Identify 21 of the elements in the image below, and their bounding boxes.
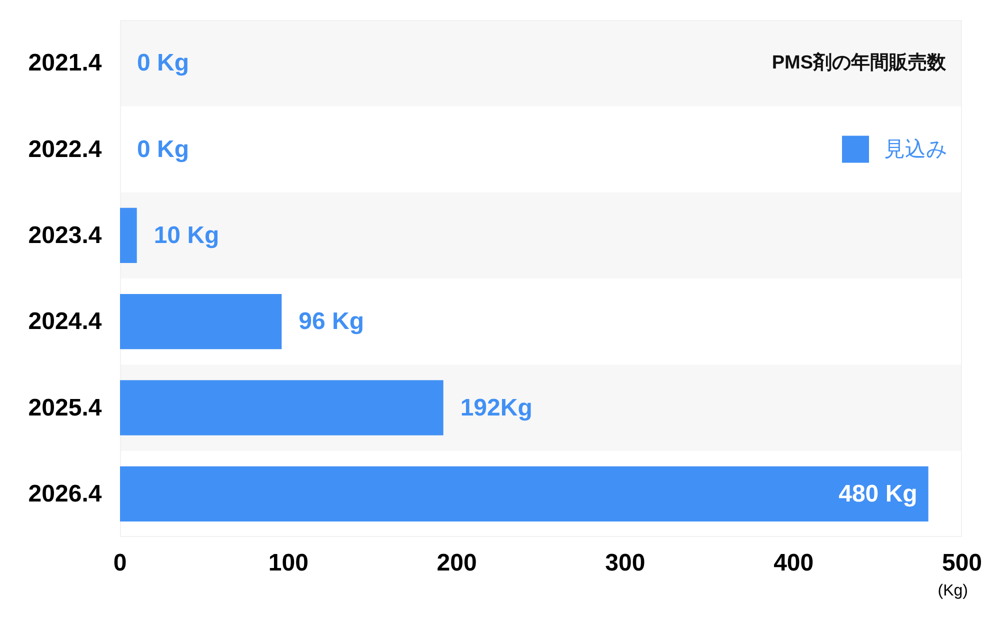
title: PMS剤の年間販売数: [772, 52, 946, 74]
value-label: 96 Kg: [298, 308, 364, 336]
y-tick-label: 2026.4: [28, 480, 102, 508]
value-label: 10 Kg: [154, 222, 220, 249]
y-tick-label: 2025.4: [28, 394, 102, 422]
y-tick-label: 2024.4: [28, 308, 102, 336]
x-tick-label: 400: [774, 550, 814, 576]
x-tick-label: 300: [605, 550, 646, 576]
xlabel: (Kg): [938, 582, 968, 600]
legend-label: 見込み: [884, 138, 948, 161]
x-tick-label: 0: [113, 550, 127, 576]
y-tick-label: 2021.4: [28, 50, 102, 77]
value-label: 192Kg: [460, 394, 532, 422]
value-label: 0 Kg: [137, 136, 190, 163]
x-tick-label: 200: [436, 550, 477, 576]
value-label: 480 Kg: [838, 480, 918, 508]
value-label: 0 Kg: [137, 50, 190, 77]
x-tick-label: 500: [942, 550, 982, 576]
x-tick-label: 100: [268, 550, 308, 576]
y-tick-label: 2023.4: [28, 222, 102, 249]
y-tick-label: 2022.4: [28, 136, 102, 163]
